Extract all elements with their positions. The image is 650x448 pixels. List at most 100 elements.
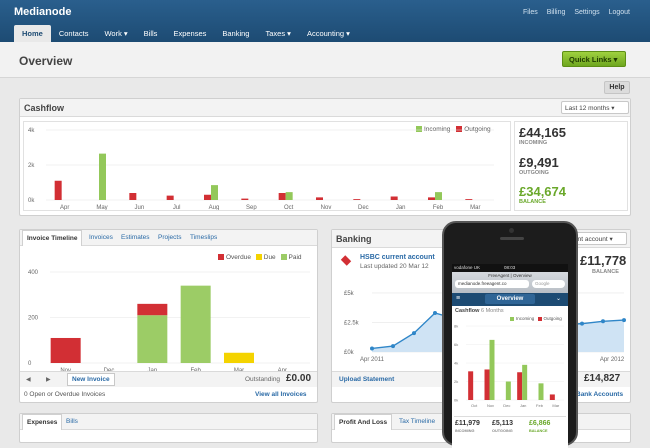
url-field[interactable]: medianode.freeagent.co xyxy=(455,280,529,288)
cashflow-x-tick: Jun xyxy=(134,205,144,210)
bank-balance: £11,778 xyxy=(580,253,627,268)
phone-cashflow-chart: 8k 6k 4k 2k 0k Oct Nov Dec Jan Feb Mar xyxy=(454,324,564,408)
prev-arrow-icon[interactable]: ◀ xyxy=(26,377,31,383)
paid-bar xyxy=(137,315,168,363)
outgoing-bar xyxy=(54,180,62,200)
cashflow-x-tick: Jan xyxy=(396,205,406,210)
outgoing-bar xyxy=(278,193,286,200)
tab-tax-timeline[interactable]: Tax Timeline xyxy=(399,418,436,425)
files-link[interactable]: Files xyxy=(522,9,538,16)
phone-incoming-bar xyxy=(538,383,544,400)
top-bar: Medianode Files Billing Settings Logout … xyxy=(0,0,650,42)
tab-profit-and-loss[interactable]: Profit And Loss xyxy=(334,414,393,430)
due-swatch xyxy=(255,254,262,260)
bank-accounts-link[interactable]: Bank Accounts xyxy=(576,391,624,398)
phone-incoming-bar xyxy=(489,339,495,400)
phone-y-tick: 6k xyxy=(454,342,458,347)
browser-title: FreeAgent | Overview xyxy=(488,273,532,278)
outgoing-bar xyxy=(316,197,323,200)
phone-x-tick: Dec xyxy=(503,403,510,408)
banking-title: Banking xyxy=(336,234,372,244)
period-select[interactable]: Last 12 months ▾ xyxy=(561,101,629,114)
phone-outgoing-bar xyxy=(484,369,490,400)
banking-point xyxy=(580,321,584,326)
phone-incoming-bar xyxy=(505,381,511,400)
tab-timeslips[interactable]: Timeslips xyxy=(190,234,218,241)
banking-point xyxy=(601,319,605,324)
help-button[interactable]: Help xyxy=(604,81,630,94)
overdue-bar xyxy=(137,303,168,316)
tab-invoices[interactable]: Invoices xyxy=(89,234,113,241)
phone-outgoing-caption: OUTGOING xyxy=(492,429,513,433)
tab-invoice-timeline[interactable]: Invoice Timeline xyxy=(22,230,83,246)
period-select-value: Last 12 months xyxy=(565,105,610,112)
cashflow-title: Cashflow xyxy=(24,103,65,113)
nav-contacts[interactable]: Contacts xyxy=(58,29,89,38)
phone-incoming-label: Incoming xyxy=(516,316,535,321)
menu-icon[interactable]: ≡ xyxy=(456,295,461,302)
invoice-toolbar: ◀ ▶ New Invoice Outstanding £0.00 xyxy=(20,371,317,387)
bank-balance-caption: BALANCE xyxy=(592,269,619,275)
new-invoice-button[interactable]: New Invoice xyxy=(67,373,115,386)
view-all-invoices-link[interactable]: View all Invoices xyxy=(255,391,307,398)
outstanding-label: Outstanding xyxy=(245,376,281,383)
invoice-tabs: Invoice Timeline Invoices Estimates Proj… xyxy=(20,230,317,246)
due-legend-label: Due xyxy=(263,254,276,261)
nav-home[interactable]: Home xyxy=(14,25,51,42)
incoming-bar xyxy=(435,192,442,200)
quick-links-button[interactable]: Quick Links ▾ xyxy=(562,51,626,67)
invoice-panel: Invoice Timeline Invoices Estimates Proj… xyxy=(19,229,318,403)
nav-work[interactable]: Work ▾ xyxy=(104,29,128,38)
nav-accounting[interactable]: Accounting ▾ xyxy=(306,29,350,38)
invoice-y-tick: 0 xyxy=(28,361,32,367)
next-arrow-icon[interactable]: ▶ xyxy=(46,377,51,383)
cashflow-x-tick: Dec xyxy=(358,205,369,210)
settings-link[interactable]: Settings xyxy=(574,9,600,16)
chevron-down-icon[interactable]: ⌄ xyxy=(556,296,562,302)
tab-projects[interactable]: Projects xyxy=(158,234,182,241)
nav-expenses[interactable]: Expenses xyxy=(173,29,207,38)
nav-banking[interactable]: Banking xyxy=(222,29,250,38)
phone-x-tick: Feb xyxy=(536,403,544,408)
logout-link[interactable]: Logout xyxy=(608,9,630,16)
outgoing-caption: OUTGOING xyxy=(519,170,549,176)
page-title: Overview xyxy=(19,54,73,68)
tab-estimates[interactable]: Estimates xyxy=(121,234,150,241)
outgoing-bar xyxy=(353,199,361,200)
cashflow-x-tick: Nov xyxy=(321,205,332,210)
paid-bar xyxy=(180,285,211,363)
account-name-link[interactable]: HSBC current account xyxy=(360,254,435,261)
upload-statement-link[interactable]: Upload Statement xyxy=(339,376,395,383)
tab-bills[interactable]: Bills xyxy=(66,418,78,425)
outgoing-total: £9,491 xyxy=(519,155,559,170)
phone-y-tick: 2k xyxy=(454,379,458,384)
cashflow-chart: 4k 2k 0k Apr May Jun Jul Aug Sep Oct Nov Dec Jan Feb M… xyxy=(28,128,494,210)
phone-incoming-swatch xyxy=(510,317,514,321)
phone-outgoing-total: £5,113 xyxy=(492,420,514,427)
browser-search-field[interactable]: Google xyxy=(532,280,565,288)
paid-legend-label: Paid xyxy=(288,254,302,261)
tab-expenses[interactable]: Expenses xyxy=(22,414,63,430)
balance-total: £34,674 xyxy=(519,184,566,199)
phone-y-tick: 4k xyxy=(454,361,458,366)
phone-status-bar: vodafone UK 08:03 xyxy=(452,264,568,272)
phone-x-tick: Oct xyxy=(471,403,478,408)
brand-logo[interactable]: Medianode xyxy=(14,6,72,18)
nav-taxes[interactable]: Taxes ▾ xyxy=(265,29,291,38)
banking-point xyxy=(370,346,374,351)
bank-balance-secondary: £14,827 xyxy=(584,373,621,384)
cashflow-x-tick: Jul xyxy=(173,205,181,210)
nav-bills[interactable]: Bills xyxy=(143,29,158,38)
phone-cashflow-label: Cashflow xyxy=(455,308,480,314)
phone-outgoing-bar xyxy=(517,372,523,400)
clock-text: 08:03 xyxy=(504,265,516,270)
banking-y-tick: £0k xyxy=(344,350,355,356)
incoming-legend-label: Incoming xyxy=(424,126,451,133)
invoice-timeline-chart: 4002000NovDecJanFebMarApr xyxy=(28,270,310,374)
overdue-swatch xyxy=(218,254,224,260)
phone-cashflow-title: Cashflow 6 Months xyxy=(455,308,504,314)
billing-link[interactable]: Billing xyxy=(546,9,566,16)
cashflow-chart-frame: Incoming Outgoing 4k 2k 0k Apr May Jun Jul Aug S… xyxy=(23,121,511,211)
phone-balance-caption: BALANCE xyxy=(529,429,548,433)
banking-point xyxy=(412,331,416,336)
